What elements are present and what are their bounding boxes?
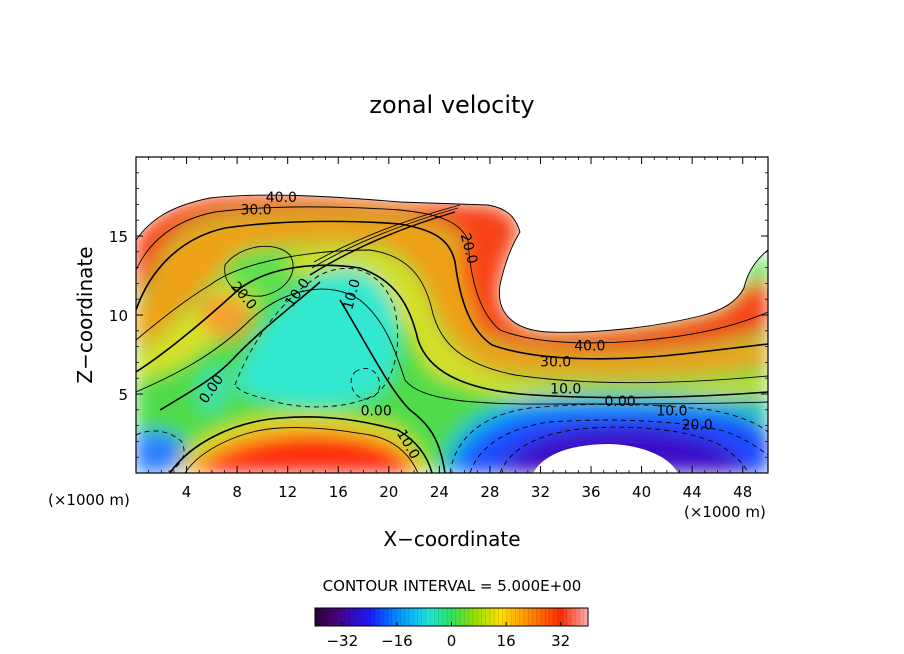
contour-label: 30.0 <box>540 354 571 370</box>
y-tick-label: 10 <box>109 307 128 325</box>
field-cyan-ring <box>440 392 768 473</box>
field-green-eddy <box>224 246 294 297</box>
x-axis: 4 8 12 16 20 24 28 32 36 40 44 48 <box>148 157 756 501</box>
contour-label: 0.00 <box>605 394 636 410</box>
x-tick-label: 48 <box>733 483 752 501</box>
colorbar-stripes <box>318 608 585 626</box>
field-cyan-left <box>198 365 229 415</box>
plot-area: 40.030.020.0 10.0 10.00.000.0010.020.040.0… <box>135 156 769 474</box>
contour-lines <box>136 194 768 473</box>
x-axis-label: X−coordinate <box>383 527 520 551</box>
x-tick-label: 36 <box>581 483 600 501</box>
contour-label: 40.0 <box>574 339 605 355</box>
x-tick-label: 20 <box>379 483 398 501</box>
contour-label: 0.00 <box>361 403 392 419</box>
y-tick-label: 5 <box>118 386 128 404</box>
x-tick-label: 28 <box>480 483 499 501</box>
contour-label: 40.0 <box>266 190 297 206</box>
x-tick-label: 44 <box>683 483 702 501</box>
field-cyan-core <box>235 268 398 407</box>
y-tick-label: 15 <box>109 228 128 246</box>
y-axis: 5 10 15 <box>109 172 768 458</box>
x-unit-right: (×1000 m) <box>684 503 766 521</box>
colorbar-tick-label: 0 <box>447 632 457 650</box>
x-unit-left: (×1000 m) <box>48 491 130 509</box>
contour-label: 30.0 <box>240 203 271 219</box>
x-tick-label: 40 <box>632 483 651 501</box>
colorbar-ticks: −32 −16 0 16 32 <box>326 622 570 650</box>
field-orange-streak <box>198 295 255 342</box>
contour-label: 20.0 <box>682 418 713 434</box>
colorbar-tick-label: −16 <box>381 632 413 650</box>
y-axis-label: Z−coordinate <box>73 246 97 383</box>
blank-top <box>136 157 768 333</box>
field-blue-left <box>136 430 185 473</box>
contour-label: 10.0 <box>340 277 364 311</box>
colorbar-tick-label: −32 <box>326 632 358 650</box>
contour-interval-label: CONTOUR INTERVAL = 5.000E+00 <box>323 577 582 595</box>
colorbar-tick-label: 32 <box>551 632 570 650</box>
x-tick-label: 8 <box>232 483 242 501</box>
colorbar-tick-label: 16 <box>497 632 516 650</box>
colorbar: −32 −16 0 16 32 <box>314 607 589 650</box>
x-tick-label: 16 <box>329 483 348 501</box>
x-tick-label: 4 <box>182 483 192 501</box>
chart-title: zonal velocity <box>369 91 534 119</box>
field-red-upper <box>136 195 768 352</box>
x-tick-label: 24 <box>430 483 449 501</box>
contour-label: 10.0 <box>656 403 687 419</box>
contour-label: 20.0 <box>457 232 481 266</box>
contour-label: 10.0 <box>550 381 581 397</box>
field-orange-upper <box>136 213 768 379</box>
field-yellow-upper <box>136 248 768 402</box>
blank-bottom <box>533 444 678 473</box>
x-tick-label: 12 <box>278 483 297 501</box>
x-tick-label: 32 <box>531 483 550 501</box>
